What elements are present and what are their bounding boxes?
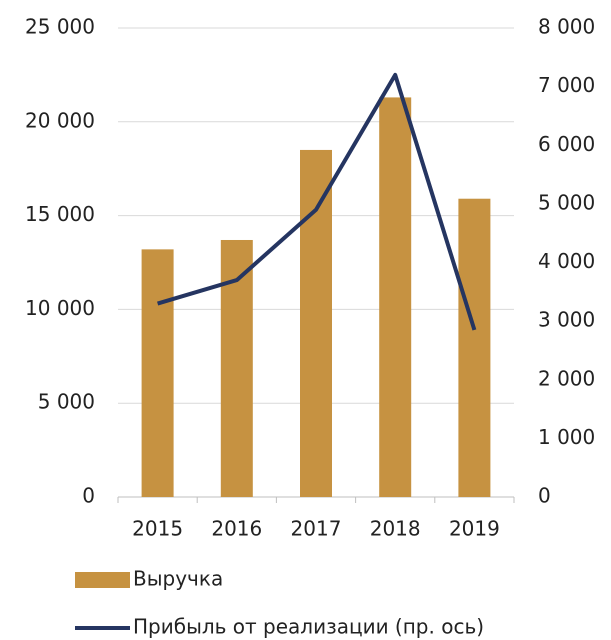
y2-tick-label: 0: [538, 484, 551, 508]
line: [157, 72, 477, 331]
bar: [379, 97, 412, 498]
y-tick-label: 20 000: [25, 108, 95, 132]
bar: [300, 149, 332, 497]
x-tick-label: 2017: [291, 517, 342, 541]
legend-label: Выручка: [133, 567, 223, 591]
y2-tick-label: 3 000: [538, 308, 595, 332]
bar: [458, 198, 491, 497]
y2-tick-label: 8 000: [538, 15, 595, 39]
legend-swatch: [75, 572, 130, 588]
y-tick-label: 10 000: [25, 296, 95, 320]
y-tick-label: 15 000: [25, 202, 95, 226]
bar: [141, 249, 174, 497]
x-tick-label: 2015: [132, 517, 183, 541]
y2-tick-label: 5 000: [538, 190, 595, 214]
y-tick-label: 25 000: [25, 15, 95, 39]
y2-tick-label: 7 000: [538, 73, 595, 97]
x-tick-label: 2019: [449, 517, 500, 541]
y2-tick-label: 4 000: [538, 249, 595, 273]
y2-tick-label: 6 000: [538, 132, 595, 156]
y-tick-label: 0: [82, 484, 95, 508]
x-tick-label: 2016: [211, 517, 262, 541]
y-tick-label: 5 000: [38, 390, 95, 414]
legend-label: Прибыль от реализации (пр. ось): [133, 615, 484, 639]
y2-tick-label: 2 000: [538, 366, 595, 390]
x-tick-label: 2018: [370, 517, 421, 541]
y2-tick-label: 1 000: [538, 425, 595, 449]
